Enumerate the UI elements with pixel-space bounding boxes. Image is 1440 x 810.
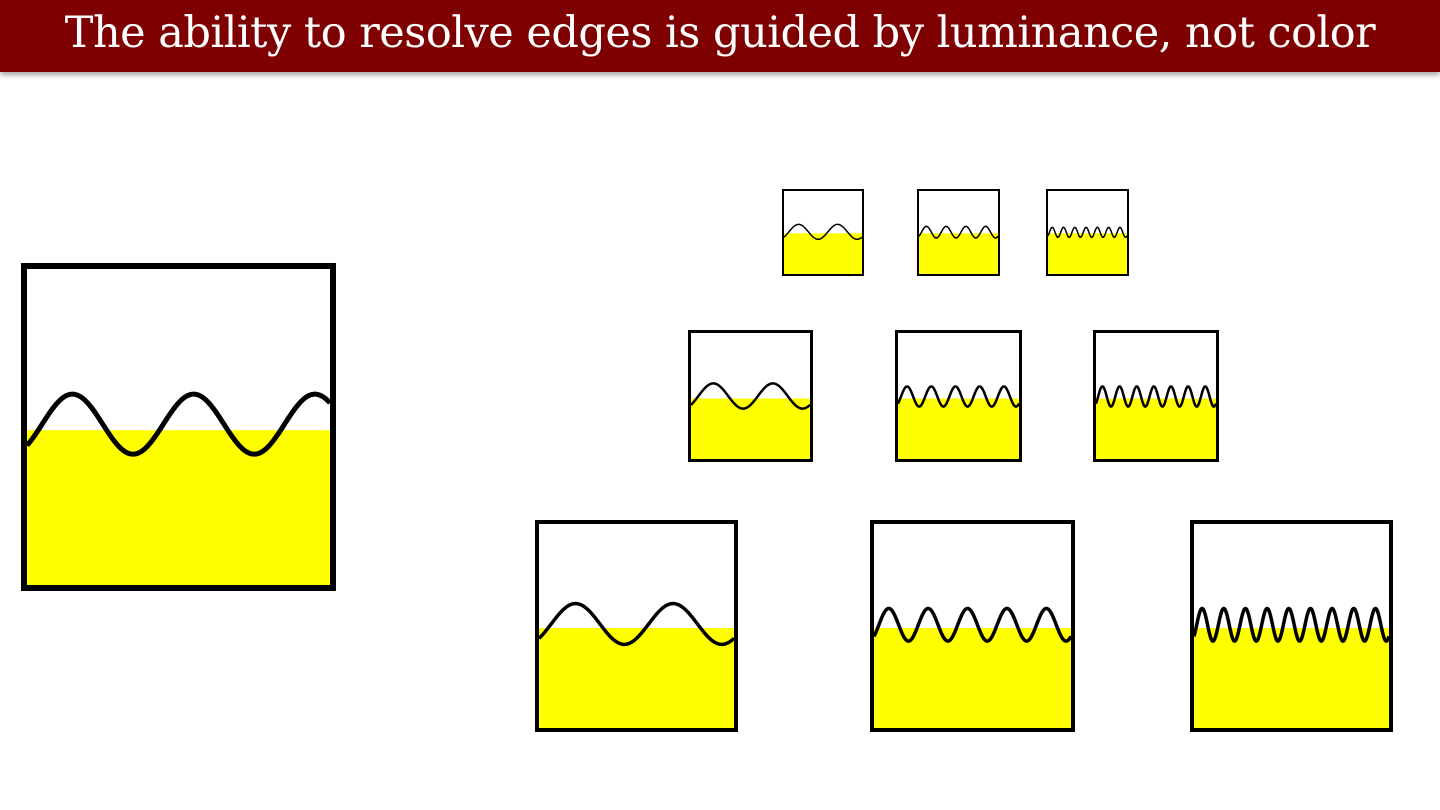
wave-line bbox=[898, 385, 1019, 408]
wave-drawing bbox=[784, 223, 862, 274]
yellow-fill-region bbox=[919, 233, 998, 274]
big-panel-mid-frequency bbox=[870, 520, 1075, 732]
medium-panel-mid-frequency bbox=[895, 330, 1022, 462]
medium-panel-low-frequency bbox=[688, 330, 813, 462]
wave-drawing bbox=[691, 382, 810, 459]
big-panel-high-frequency bbox=[1190, 520, 1393, 732]
yellow-fill-region bbox=[874, 628, 1071, 728]
yellow-fill-region bbox=[539, 628, 734, 728]
wave-drawing bbox=[27, 391, 330, 585]
wave-line bbox=[1194, 606, 1389, 643]
yellow-fill-region bbox=[1048, 233, 1127, 274]
wave-drawing bbox=[1048, 226, 1127, 274]
wave-line bbox=[27, 391, 330, 457]
yellow-fill-region bbox=[691, 398, 810, 459]
wave-drawing bbox=[539, 601, 734, 728]
slide-title: The ability to resolve edges is guided b… bbox=[64, 8, 1376, 58]
large-sample-panel bbox=[21, 263, 336, 591]
yellow-fill-region bbox=[898, 398, 1019, 459]
small-panel-mid-frequency bbox=[917, 189, 1000, 276]
wave-drawing bbox=[919, 225, 998, 274]
wave-line bbox=[1048, 226, 1127, 239]
wave-line bbox=[691, 382, 810, 410]
small-panel-low-frequency bbox=[782, 189, 864, 276]
wave-drawing bbox=[898, 385, 1019, 459]
wave-line bbox=[1096, 385, 1216, 408]
wave-drawing bbox=[1096, 385, 1216, 459]
yellow-fill-region bbox=[27, 430, 330, 585]
medium-panel-high-frequency bbox=[1093, 330, 1219, 462]
yellow-fill-region bbox=[784, 233, 862, 274]
big-panel-low-frequency bbox=[535, 520, 738, 732]
yellow-fill-region bbox=[1096, 398, 1216, 459]
wave-line bbox=[919, 225, 998, 239]
yellow-fill-region bbox=[1194, 628, 1389, 728]
wave-line bbox=[784, 223, 862, 241]
wave-drawing bbox=[874, 606, 1071, 728]
wave-drawing bbox=[1194, 606, 1389, 728]
title-bar: The ability to resolve edges is guided b… bbox=[0, 0, 1440, 72]
small-panel-high-frequency bbox=[1046, 189, 1129, 276]
wave-line bbox=[874, 606, 1071, 643]
wave-line bbox=[539, 601, 734, 647]
